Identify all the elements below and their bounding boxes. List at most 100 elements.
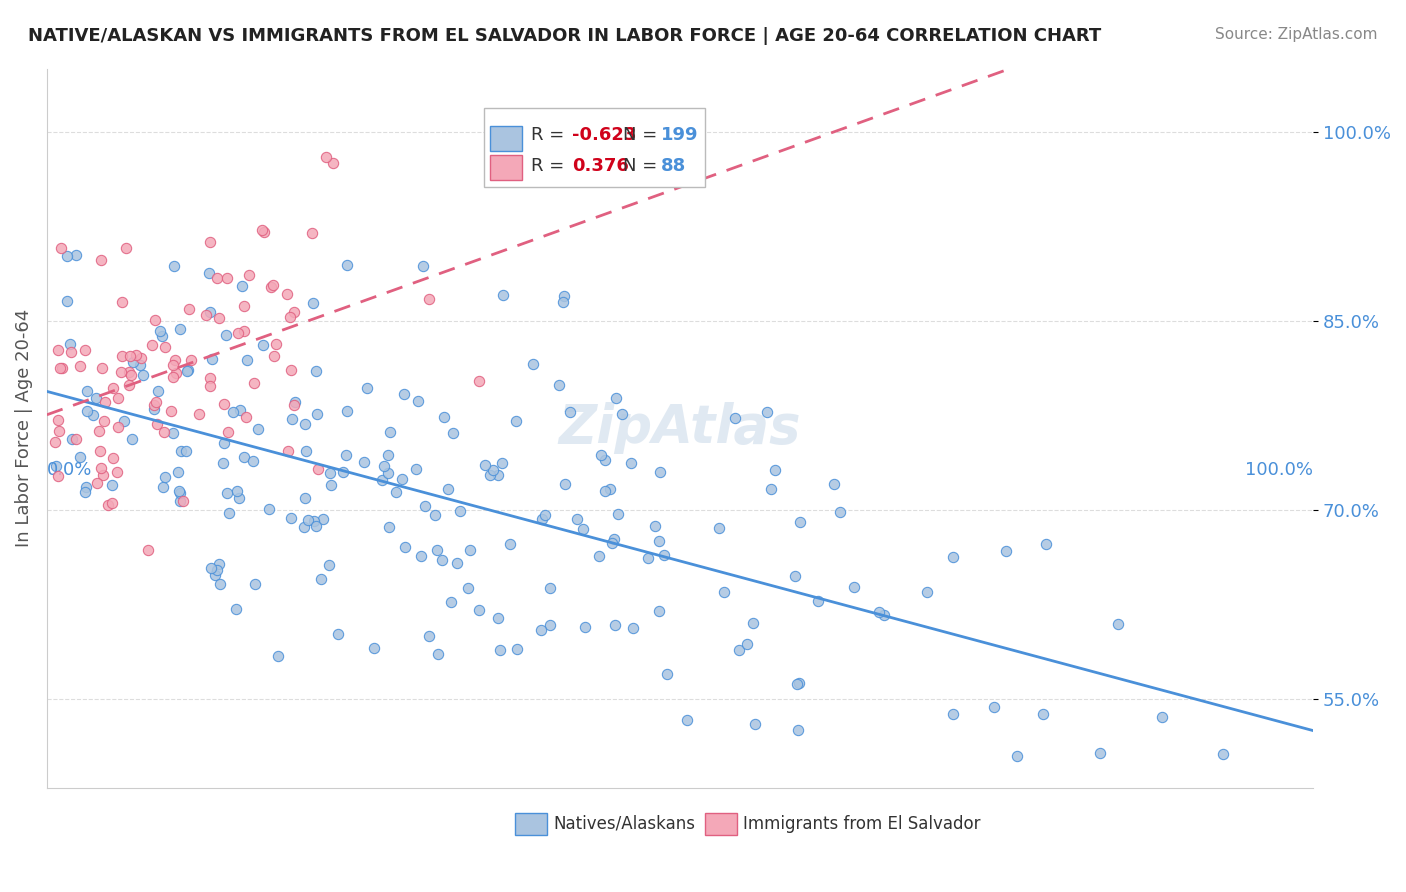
Point — [1152, 710, 1174, 724]
Point — [82, 408, 104, 422]
Point — [713, 584, 735, 599]
Point — [647, 604, 669, 618]
Point — [120, 368, 142, 382]
Point — [373, 459, 395, 474]
Point — [195, 308, 218, 322]
Point — [260, 279, 283, 293]
Point — [1212, 747, 1234, 762]
Point — [233, 324, 256, 338]
Point — [873, 607, 896, 622]
Point — [56, 249, 79, 263]
Y-axis label: In Labor Force | Age 20-64: In Labor Force | Age 20-64 — [15, 309, 32, 548]
Point — [217, 485, 239, 500]
Point — [76, 384, 98, 398]
Point — [129, 351, 152, 365]
Point — [229, 403, 252, 417]
Point — [326, 627, 349, 641]
Text: 0.0%: 0.0% — [46, 460, 93, 478]
Point — [56, 293, 79, 308]
Point — [294, 417, 316, 432]
Point — [153, 470, 176, 484]
Point — [724, 411, 747, 425]
Point — [101, 477, 124, 491]
Point — [226, 484, 249, 499]
Point — [551, 295, 574, 310]
Text: 100.0%: 100.0% — [1246, 460, 1313, 478]
FancyBboxPatch shape — [491, 155, 522, 180]
Point — [280, 363, 302, 377]
Point — [46, 469, 69, 483]
Point — [59, 336, 82, 351]
Point — [610, 407, 633, 421]
Point — [644, 518, 666, 533]
Point — [142, 402, 165, 417]
Point — [384, 485, 406, 500]
Point — [378, 520, 401, 534]
Point — [200, 379, 222, 393]
Point — [391, 472, 413, 486]
Point — [44, 435, 66, 450]
Point — [233, 450, 256, 464]
Point — [163, 353, 186, 368]
Point — [118, 366, 141, 380]
Point — [425, 508, 447, 522]
Point — [322, 156, 344, 170]
Point — [208, 558, 231, 572]
Point — [208, 310, 231, 325]
Point — [264, 337, 287, 351]
Point — [205, 271, 228, 285]
Text: Source: ZipAtlas.com: Source: ZipAtlas.com — [1215, 27, 1378, 42]
Point — [153, 340, 176, 354]
Point — [167, 484, 190, 499]
Point — [761, 482, 783, 496]
Point — [371, 473, 394, 487]
Point — [162, 359, 184, 373]
Point — [553, 289, 575, 303]
Point — [242, 454, 264, 468]
Point — [121, 433, 143, 447]
Point — [440, 595, 463, 609]
Point — [198, 235, 221, 249]
Point — [1032, 706, 1054, 721]
Point — [942, 550, 965, 565]
Point — [148, 324, 170, 338]
Point — [177, 363, 200, 377]
Point — [468, 603, 491, 617]
Point — [225, 602, 247, 616]
Point — [807, 594, 830, 608]
Point — [492, 288, 515, 302]
Point — [101, 450, 124, 465]
Point — [392, 386, 415, 401]
Point — [533, 508, 555, 523]
Point — [571, 522, 593, 536]
Point — [76, 404, 98, 418]
Point — [107, 420, 129, 434]
Point — [187, 407, 209, 421]
Point — [112, 414, 135, 428]
Point — [648, 534, 671, 549]
Point — [180, 353, 202, 368]
Text: ZipAtlas: ZipAtlas — [558, 402, 801, 454]
Point — [111, 295, 134, 310]
FancyBboxPatch shape — [516, 813, 547, 835]
Point — [235, 409, 257, 424]
Point — [377, 448, 399, 462]
Point — [75, 343, 97, 357]
Point — [84, 391, 107, 405]
Point — [214, 327, 236, 342]
Point — [212, 397, 235, 411]
Point — [336, 404, 359, 418]
Point — [136, 543, 159, 558]
Point — [243, 577, 266, 591]
Point — [319, 466, 342, 480]
Point — [522, 357, 544, 371]
Point — [538, 581, 561, 595]
Point — [236, 353, 259, 368]
Point — [93, 414, 115, 428]
Point — [75, 480, 97, 494]
Point — [214, 436, 236, 450]
Point — [243, 376, 266, 390]
Point — [499, 537, 522, 551]
Point — [621, 622, 644, 636]
Point — [305, 364, 328, 378]
